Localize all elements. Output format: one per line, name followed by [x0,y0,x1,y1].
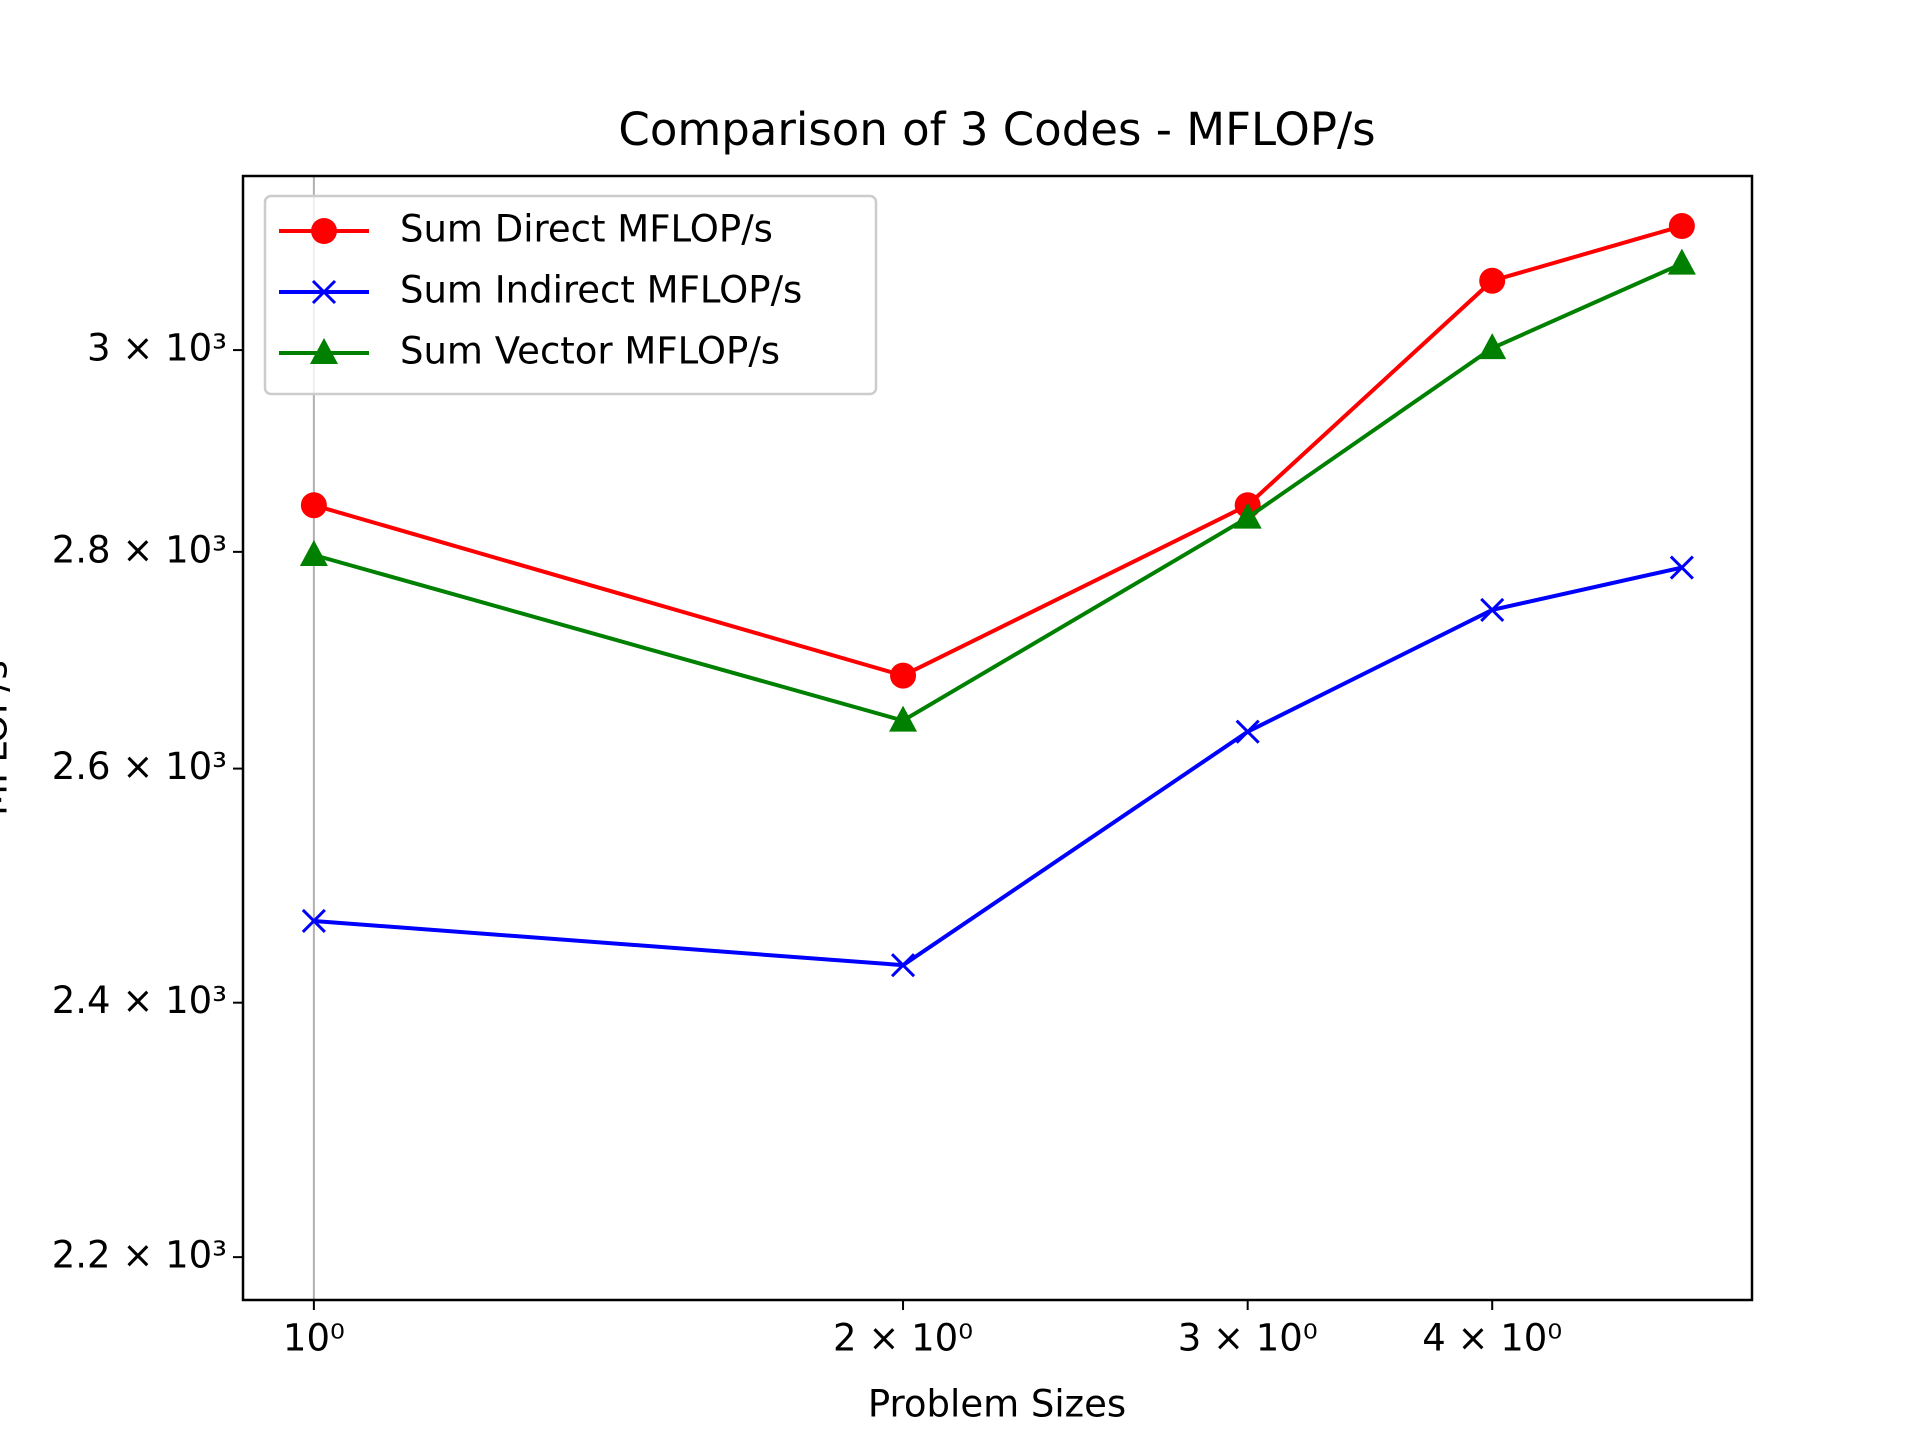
chart-title: Comparison of 3 Codes - MFLOP/s [618,103,1375,156]
marker [889,705,918,732]
marker [1478,333,1507,360]
marker [1669,555,1694,580]
y-tick-label: 2.4 × 10³ [52,979,227,1022]
x-tick-label: 10⁰ [283,1317,345,1360]
marker [1479,267,1506,294]
marker [311,279,337,305]
marker [299,539,328,566]
y-axis-label: MFLOP/s [0,660,16,816]
y-tick-label: 2.8 × 10³ [52,528,227,571]
y-tick-label: 2.2 × 10³ [52,1234,227,1277]
legend-label: Sum Vector MFLOP/s [400,330,780,373]
x-tick-label: 2 × 10⁰ [833,1317,973,1360]
marker [310,338,338,364]
legend-box [263,194,878,396]
legend-label: Sum Direct MFLOP/s [400,208,773,251]
y-tick-label: 3 × 10³ [87,327,227,370]
marker [311,218,337,244]
marker [1667,248,1696,275]
x-tick-label: 3 × 10⁰ [1178,1317,1318,1360]
marker [890,662,917,689]
legend: Sum Direct MFLOP/s Sum Indirect MFLOP/s Su… [263,194,878,396]
marker [1668,213,1695,240]
x-axis-label: Problem Sizes [868,1383,1126,1426]
marker [1233,502,1262,529]
plot-area [299,213,1696,978]
marker [890,953,916,978]
legend-label: Sum Indirect MFLOP/s [400,269,802,312]
y-tick-label: 2.6 × 10³ [52,745,227,788]
x-tick-label: 4 × 10⁰ [1422,1317,1562,1360]
ticks: 10⁰ 2 × 10⁰ 3 × 10⁰ 4 × 10⁰ 2.2 × 10³ 2.4 × 1… [52,327,1562,1360]
marker [1235,719,1260,744]
axes-frame [241,174,1754,1302]
marker [301,908,326,934]
marker [300,492,327,519]
marker [1480,597,1505,622]
